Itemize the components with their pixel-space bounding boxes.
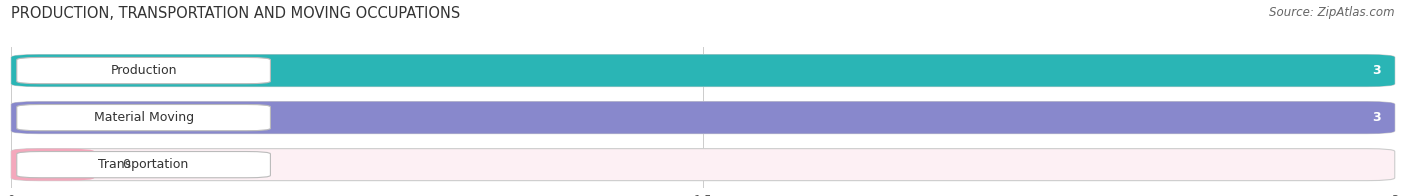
- FancyBboxPatch shape: [11, 149, 1395, 181]
- FancyBboxPatch shape: [17, 104, 270, 131]
- Text: Material Moving: Material Moving: [94, 111, 194, 124]
- Text: 3: 3: [1372, 64, 1381, 77]
- Text: Source: ZipAtlas.com: Source: ZipAtlas.com: [1270, 6, 1395, 19]
- Text: 0: 0: [122, 158, 129, 171]
- FancyBboxPatch shape: [11, 54, 1395, 87]
- FancyBboxPatch shape: [11, 102, 1395, 134]
- Text: Production: Production: [110, 64, 177, 77]
- FancyBboxPatch shape: [17, 152, 270, 178]
- Text: PRODUCTION, TRANSPORTATION AND MOVING OCCUPATIONS: PRODUCTION, TRANSPORTATION AND MOVING OC…: [11, 6, 461, 21]
- Text: 3: 3: [1372, 111, 1381, 124]
- FancyBboxPatch shape: [11, 149, 94, 181]
- Text: Transportation: Transportation: [98, 158, 188, 171]
- FancyBboxPatch shape: [11, 54, 1395, 87]
- FancyBboxPatch shape: [17, 57, 270, 84]
- FancyBboxPatch shape: [11, 102, 1395, 134]
